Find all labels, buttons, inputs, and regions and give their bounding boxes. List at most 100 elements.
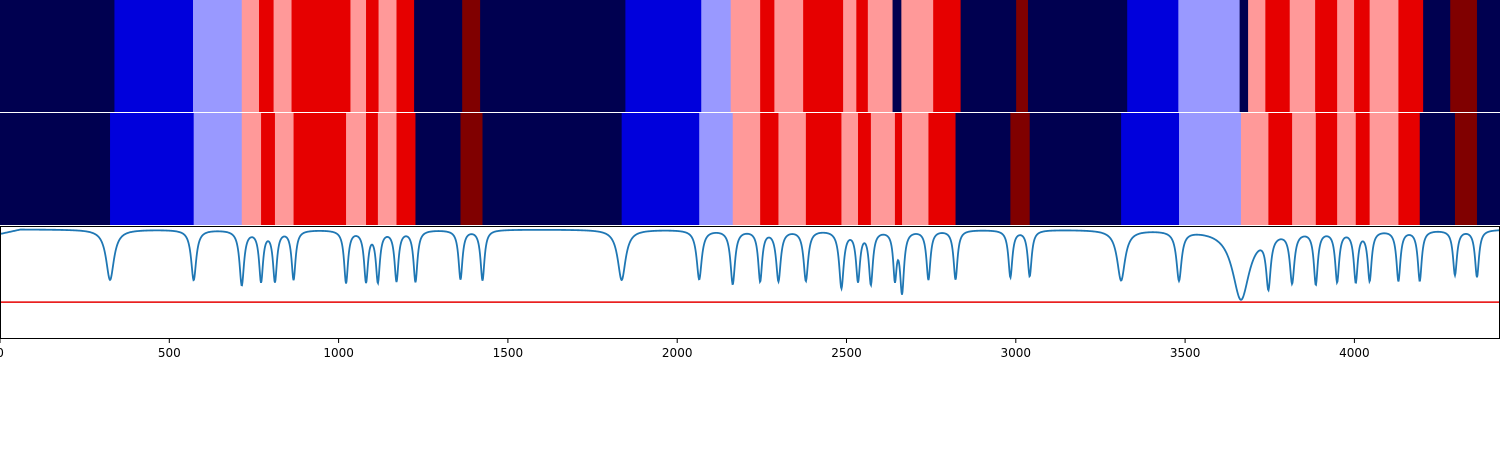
segment-cell <box>350 0 367 112</box>
segment-cell <box>241 0 260 112</box>
segment-cell <box>867 0 894 112</box>
segment-cell <box>1265 0 1291 112</box>
segment-cell <box>1354 0 1371 112</box>
segment-cell <box>1398 0 1424 112</box>
segment-cell <box>1016 0 1029 112</box>
segment-cell <box>858 113 872 225</box>
segment-cell <box>396 113 416 225</box>
segment-cell <box>1240 113 1269 225</box>
segment-cell <box>894 113 903 225</box>
x-tick-label: 3000 <box>1001 346 1032 360</box>
x-tick-label: 500 <box>158 346 181 360</box>
segment-cell <box>803 0 844 112</box>
x-tick-label: 2000 <box>662 346 693 360</box>
segment-cell <box>699 113 734 225</box>
x-tick-label: 1500 <box>493 346 524 360</box>
segment-cell <box>1337 0 1355 112</box>
segment-cell <box>462 0 481 112</box>
segment-cell <box>273 0 293 112</box>
segment-cell <box>1423 0 1451 112</box>
segment-row-1 <box>0 0 1500 112</box>
segment-cell <box>1419 113 1456 225</box>
segment-row-2 <box>0 113 1500 225</box>
segment-cell <box>841 113 859 225</box>
segment-cell <box>933 0 962 112</box>
segment-cell <box>870 113 896 225</box>
segment-cell <box>274 113 295 225</box>
x-tick-label: 3500 <box>1170 346 1201 360</box>
signal-series-line <box>0 228 1500 301</box>
segment-cell <box>1010 113 1031 225</box>
segment-cell <box>193 113 243 225</box>
segment-cell <box>1454 113 1478 225</box>
segment-cell <box>480 0 626 112</box>
segment-cell <box>778 113 807 225</box>
segment-cell <box>1178 0 1241 112</box>
segment-cell <box>960 0 1017 112</box>
segment-cell <box>902 113 929 225</box>
segment-cell <box>1027 0 1128 112</box>
segment-cell <box>901 0 934 112</box>
x-axis: 0 500 1000 1500 2000 2500 3000 3500 4000 <box>0 338 1370 360</box>
line-panel <box>0 228 1500 303</box>
segment-cell <box>414 0 463 112</box>
segment-cell <box>396 0 415 112</box>
segment-cell <box>760 0 775 112</box>
segment-cell <box>378 0 398 112</box>
segment-cell <box>0 113 111 225</box>
segment-cell <box>1315 113 1338 225</box>
segment-cell <box>1239 0 1249 112</box>
segment-cell <box>1337 113 1357 225</box>
segment-cell <box>701 0 732 112</box>
segment-cell <box>1355 113 1371 225</box>
segment-cell <box>1289 0 1316 112</box>
segment-cell <box>114 0 194 112</box>
segment-cell <box>241 113 262 225</box>
segment-cell <box>892 0 902 112</box>
segment-cell <box>928 113 957 225</box>
x-tick-label: 2500 <box>831 346 862 360</box>
segment-cell <box>0 0 115 112</box>
segment-cell <box>843 0 857 112</box>
x-tick-label: 0 <box>0 346 4 360</box>
segment-cell <box>732 113 761 225</box>
segment-cell <box>1292 113 1317 225</box>
x-tick-label: 1000 <box>323 346 354 360</box>
segment-cell <box>1369 0 1399 112</box>
segment-cell <box>1268 113 1293 225</box>
segment-cell <box>1248 0 1266 112</box>
segment-cell <box>1450 0 1478 112</box>
segment-cell <box>366 0 380 112</box>
segment-cell <box>415 113 461 225</box>
segment-cell <box>1315 0 1338 112</box>
segment-cell <box>621 113 700 225</box>
segment-cell <box>291 0 351 112</box>
segment-rows <box>0 0 1500 225</box>
segment-cell <box>1029 113 1122 225</box>
segment-cell <box>293 113 347 225</box>
segment-cell <box>1398 113 1421 225</box>
segment-cell <box>259 0 275 112</box>
segment-cell <box>730 0 761 112</box>
segment-cell <box>1369 113 1399 225</box>
segment-cell <box>760 113 779 225</box>
segment-cell <box>110 113 195 225</box>
segment-cell <box>774 0 804 112</box>
segment-cell <box>193 0 243 112</box>
segment-cell <box>1476 0 1500 112</box>
segment-cell <box>460 113 484 225</box>
segment-cell <box>856 0 869 112</box>
segment-cell <box>377 113 398 225</box>
segment-cell <box>261 113 276 225</box>
segment-cell <box>1121 113 1180 225</box>
segment-cell <box>805 113 842 225</box>
segment-cell <box>346 113 367 225</box>
x-tick-label: 4000 <box>1339 346 1370 360</box>
segment-cell <box>366 113 379 225</box>
segment-cell <box>1476 113 1500 225</box>
segment-cell <box>1179 113 1242 225</box>
segment-cell <box>625 0 702 112</box>
segment-cell <box>1127 0 1179 112</box>
segment-cell <box>955 113 1011 225</box>
